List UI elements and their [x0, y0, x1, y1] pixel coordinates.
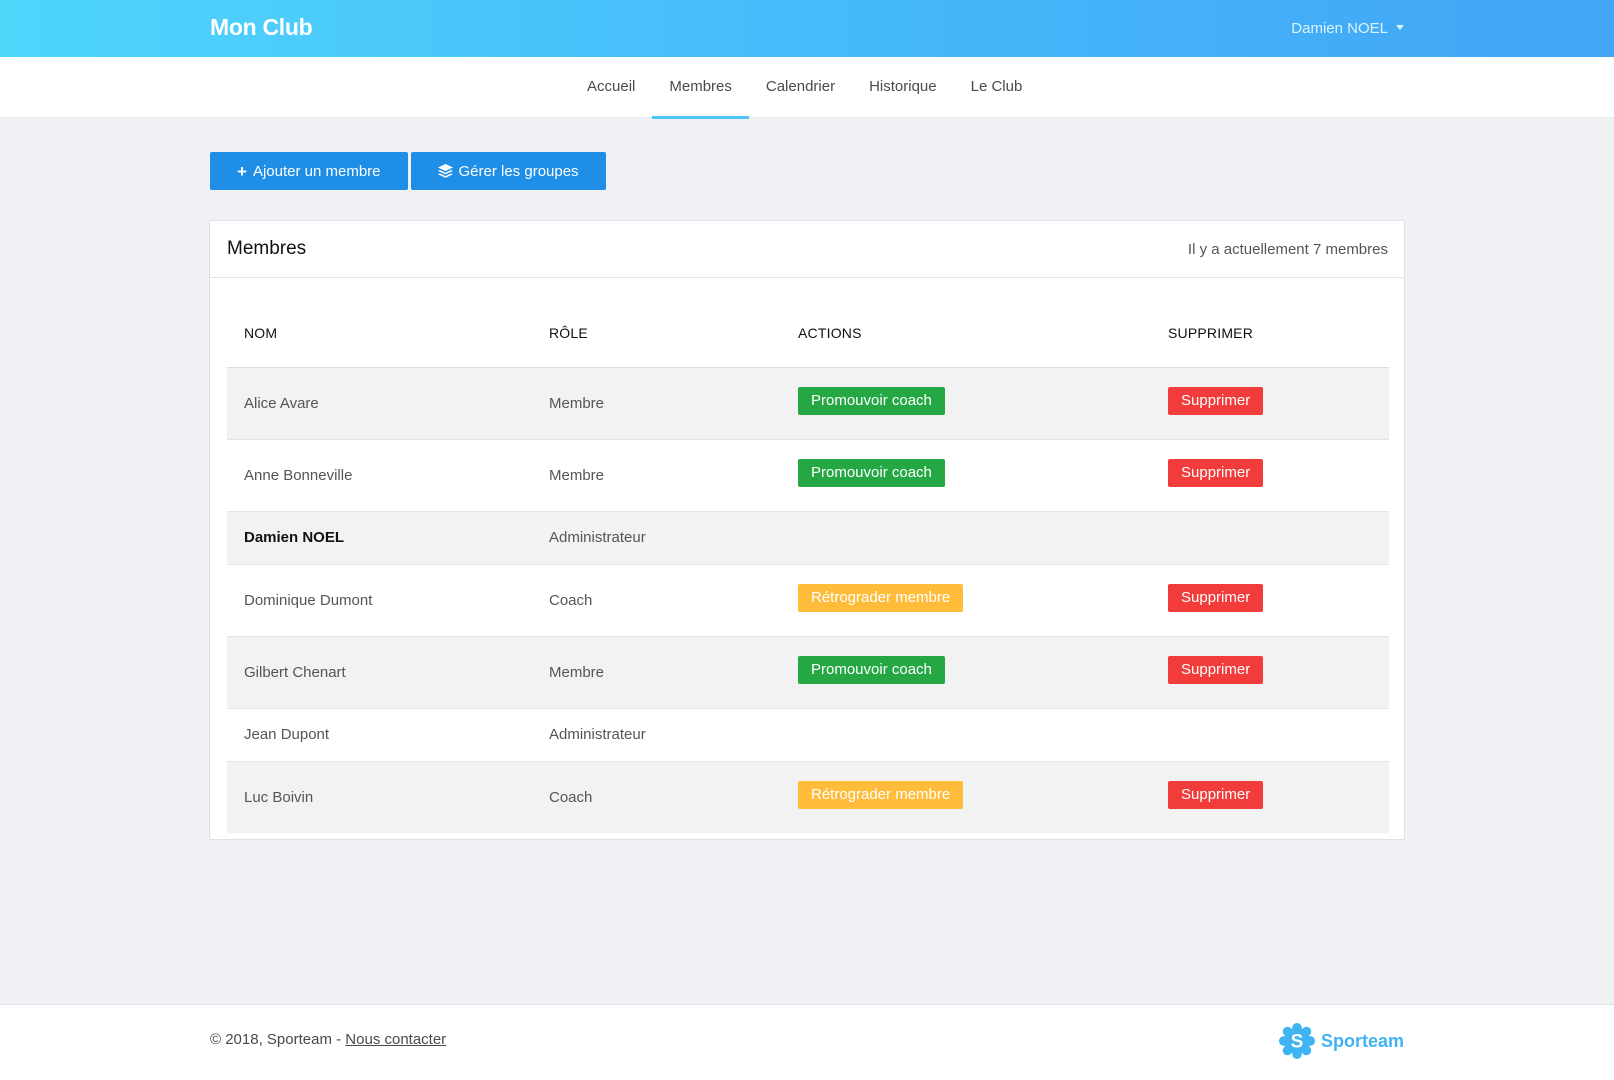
add-member-button[interactable]: + Ajouter un membre: [210, 152, 408, 190]
table-row: Alice Avare Membre Promouvoir coach Supp…: [227, 367, 1389, 440]
member-role: Administrateur: [532, 511, 781, 565]
demote-member-button[interactable]: Rétrograder membre: [798, 583, 964, 612]
table-row: Anne Bonneville Membre Promouvoir coach …: [227, 439, 1389, 512]
table-row: Gilbert Chenart Membre Promouvoir coach …: [227, 636, 1389, 709]
card-header: Membres Il y a actuellement 7 membres: [210, 221, 1404, 278]
footer: © 2018, Sporteam - Nous contacter S Spor…: [0, 1004, 1614, 1080]
delete-button[interactable]: Supprimer: [1168, 386, 1264, 415]
top-header: Mon Club Damien NOEL: [0, 0, 1614, 57]
member-name: Anne Bonneville: [227, 439, 532, 512]
user-name: Damien NOEL: [1291, 20, 1388, 37]
column-header-delete: SUPPRIMER: [1151, 300, 1389, 368]
member-name: Dominique Dumont: [227, 564, 532, 637]
caret-down-icon: [1396, 25, 1404, 30]
table-row: Damien NOEL Administrateur: [227, 511, 1389, 565]
column-header-actions: ACTIONS: [781, 300, 1151, 368]
toolbar: + Ajouter un membre Gérer les groupes: [210, 152, 606, 190]
demote-member-button[interactable]: Rétrograder membre: [798, 780, 964, 809]
delete-button[interactable]: Supprimer: [1168, 583, 1264, 612]
actions-cell-empty: [781, 511, 1151, 565]
member-role: Administrateur: [532, 708, 781, 762]
main-nav: Accueil Membres Calendrier Historique Le…: [0, 57, 1614, 119]
brand-title[interactable]: Mon Club: [210, 14, 313, 40]
delete-button[interactable]: Supprimer: [1168, 780, 1264, 809]
column-header-role: RÔLE: [532, 300, 781, 368]
member-count: Il y a actuellement 7 membres: [1187, 241, 1388, 258]
card-title: Membres: [227, 238, 307, 259]
promote-coach-button[interactable]: Promouvoir coach: [798, 458, 945, 487]
table-row: Dominique Dumont Coach Rétrograder membr…: [227, 564, 1389, 637]
table-header-row: NOM RÔLE ACTIONS SUPPRIMER: [227, 300, 1389, 368]
svg-text:S: S: [1291, 1032, 1304, 1053]
add-member-label: Ajouter un membre: [252, 162, 381, 180]
promote-coach-button[interactable]: Promouvoir coach: [798, 655, 945, 684]
contact-link[interactable]: Nous contacter: [345, 1031, 447, 1048]
nav-item-accueil[interactable]: Accueil: [587, 78, 636, 95]
nav-item-historique[interactable]: Historique: [869, 78, 937, 95]
member-role: Coach: [532, 564, 781, 637]
plus-icon: +: [237, 161, 247, 181]
member-role: Membre: [532, 439, 781, 512]
member-role: Membre: [532, 367, 781, 440]
promote-coach-button[interactable]: Promouvoir coach: [798, 386, 945, 415]
nav-item-le-club[interactable]: Le Club: [970, 78, 1023, 95]
member-role: Membre: [532, 636, 781, 709]
delete-cell-empty: [1151, 708, 1389, 762]
copyright-text: © 2018, Sporteam -: [210, 1031, 346, 1048]
layers-icon: [437, 164, 453, 178]
column-header-name: NOM: [227, 300, 532, 368]
member-name: Gilbert Chenart: [227, 636, 532, 709]
members-card: Membres Il y a actuellement 7 membres NO…: [209, 220, 1405, 840]
actions-cell-empty: [781, 708, 1151, 762]
user-menu[interactable]: Damien NOEL: [1291, 20, 1404, 37]
table-row: Jean Dupont Administrateur: [227, 708, 1389, 762]
nav-item-membres[interactable]: Membres: [652, 57, 749, 119]
logo-text: Sporteam: [1320, 1030, 1404, 1051]
delete-cell-empty: [1151, 511, 1389, 565]
delete-button[interactable]: Supprimer: [1168, 458, 1264, 487]
member-role: Coach: [532, 761, 781, 833]
manage-groups-button[interactable]: Gérer les groupes: [410, 152, 606, 190]
delete-button[interactable]: Supprimer: [1168, 655, 1264, 684]
member-name: Jean Dupont: [227, 708, 532, 762]
member-name: Damien NOEL: [227, 511, 532, 565]
member-name: Alice Avare: [227, 367, 532, 440]
manage-groups-label: Gérer les groupes: [458, 162, 579, 180]
footer-text: © 2018, Sporteam - Nous contacter: [210, 1031, 446, 1048]
sporteam-logo[interactable]: S Sporteam: [1278, 1021, 1404, 1061]
nav-item-calendrier[interactable]: Calendrier: [765, 78, 836, 95]
table-row: Luc Boivin Coach Rétrograder membre Supp…: [227, 761, 1389, 833]
sporteam-logo-icon: S: [1278, 1022, 1316, 1060]
member-name: Luc Boivin: [227, 761, 532, 833]
members-table: NOM RÔLE ACTIONS SUPPRIMER Alice Avare M…: [227, 300, 1389, 833]
